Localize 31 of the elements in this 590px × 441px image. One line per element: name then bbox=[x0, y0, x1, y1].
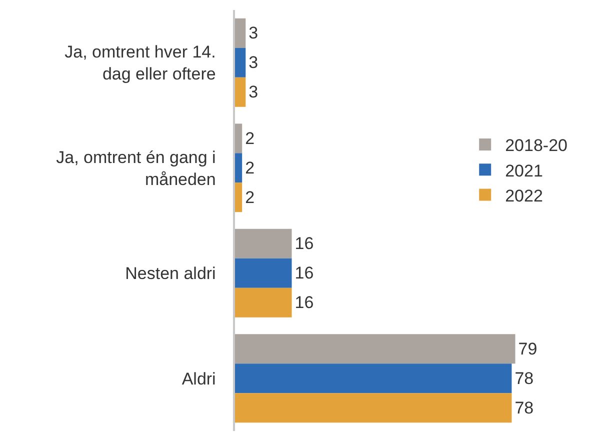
legend-label: 2022 bbox=[505, 186, 543, 206]
bar bbox=[235, 334, 516, 364]
y-tick-label: Aldri bbox=[182, 369, 216, 388]
data-label: 16 bbox=[294, 293, 314, 312]
y-tick-label: Nesten aldri bbox=[125, 264, 216, 284]
data-label: 2 bbox=[245, 128, 255, 148]
bar bbox=[235, 48, 246, 78]
bar bbox=[235, 393, 512, 423]
data-label: 2 bbox=[245, 158, 255, 178]
y-tick-label: Ja, omtrent hver 14. dag eller oftere bbox=[64, 42, 216, 84]
bar bbox=[235, 258, 292, 288]
bar bbox=[235, 18, 246, 48]
bar bbox=[235, 182, 242, 212]
bar bbox=[235, 228, 292, 258]
data-label: 78 bbox=[514, 368, 534, 388]
data-label: 79 bbox=[518, 339, 538, 358]
legend-label: 2018-20 bbox=[505, 136, 568, 156]
y-tick-label: Ja, omtrent én gang i måneden bbox=[56, 148, 216, 189]
data-label: 3 bbox=[248, 82, 258, 102]
data-label: 2 bbox=[245, 188, 255, 207]
bar bbox=[235, 77, 246, 107]
bar bbox=[235, 288, 292, 318]
legend-label: 2021 bbox=[505, 161, 543, 180]
data-label: 78 bbox=[514, 398, 534, 418]
data-label: 3 bbox=[248, 24, 258, 43]
data-label: 16 bbox=[294, 264, 314, 283]
bar bbox=[235, 364, 512, 394]
bar bbox=[235, 153, 242, 183]
data-label: 16 bbox=[294, 234, 314, 254]
bar bbox=[235, 124, 242, 154]
data-label: 3 bbox=[248, 53, 258, 72]
